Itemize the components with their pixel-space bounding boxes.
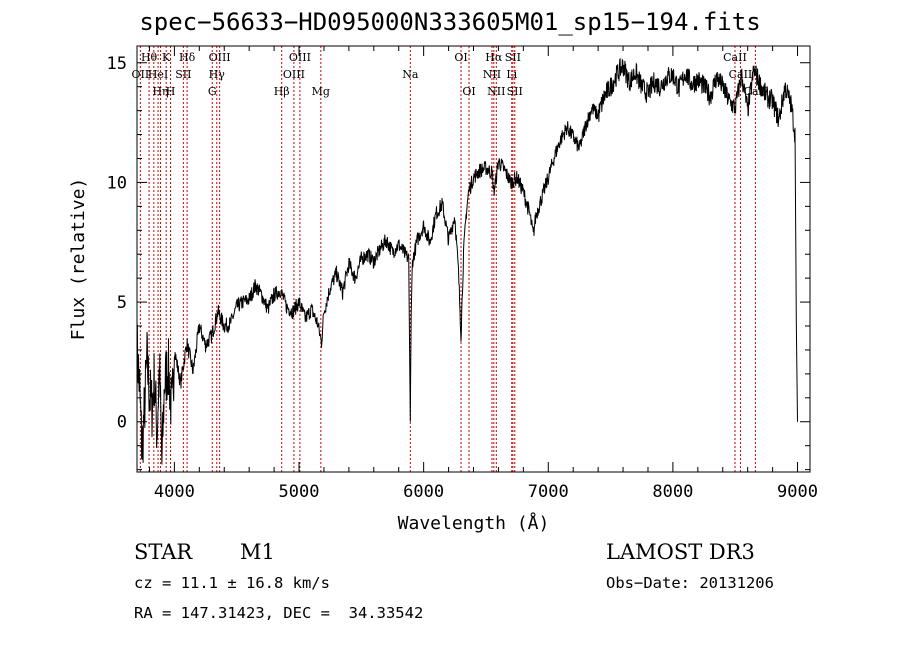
line-marker-label: CaII: [723, 51, 747, 64]
line-marker-label: K: [162, 51, 171, 64]
line-marker-label: OIII: [209, 51, 231, 64]
line-marker-label: NII: [483, 68, 501, 81]
object-class: STAR: [134, 540, 193, 564]
line-marker-label: OIII: [283, 68, 305, 81]
x-tick-label: 5000: [279, 482, 320, 502]
line-marker-label: Li: [506, 68, 517, 81]
line-marker-label: SII: [175, 68, 191, 81]
ra-dec: RA = 147.31423, DEC = 34.33542: [134, 604, 424, 622]
line-marker-label: Hθ: [141, 51, 158, 64]
x-tick-label: 8000: [652, 482, 693, 502]
line-marker-label: OII: [132, 68, 150, 81]
line-marker-label: Mg: [312, 85, 330, 98]
line-marker-label: NII: [487, 85, 505, 98]
line-marker-label: Hβ: [274, 85, 290, 98]
line-marker-label: Hδ: [179, 51, 196, 64]
line-marker-label: OI: [454, 51, 467, 64]
line-marker-label: HeI: [148, 68, 168, 81]
line-marker-label: Hη: [152, 85, 168, 98]
spectrum-line: [136, 57, 798, 465]
axis-ticks-layer: 4000 5000 6000 7000 8000 9000 0 5 10 15: [107, 46, 818, 502]
spectrum-series-layer: [136, 57, 798, 465]
observation-date: Obs−Date: 20131206: [606, 574, 774, 592]
line-marker-label: Hγ: [209, 68, 226, 81]
redshift-cz: cz = 11.1 ± 16.8 km/s: [134, 574, 330, 592]
survey-name: LAMOST DR3: [606, 540, 755, 564]
x-tick-label: 4000: [154, 482, 195, 502]
line-marker-label: CaII: [729, 68, 753, 81]
line-marker-label: H: [166, 85, 176, 98]
x-axis-label: Wavelength (Å): [398, 512, 550, 534]
line-marker-layer: [139, 46, 756, 472]
x-tick-label: 9000: [777, 482, 818, 502]
y-tick-label: 10: [107, 173, 127, 193]
y-tick-label: 0: [117, 413, 127, 433]
line-marker-label: SII: [505, 51, 521, 64]
plot-frame: [136, 45, 811, 473]
chart-title: spec−56633−HD095000N333605M01_sp15−194.f…: [139, 8, 761, 36]
line-marker-label: OI: [462, 85, 475, 98]
object-subclass: M1: [240, 540, 275, 564]
y-axis-label: Flux (relative): [68, 178, 89, 341]
y-tick-label: 15: [107, 54, 127, 74]
x-tick-label: 6000: [403, 482, 444, 502]
line-marker-label: Hα: [485, 51, 503, 64]
line-marker-label: Na: [402, 68, 419, 81]
line-marker-label: SII: [507, 85, 523, 98]
x-tick-label: 7000: [528, 482, 569, 502]
line-marker-label: G: [208, 85, 217, 98]
y-tick-label: 5: [117, 293, 127, 313]
line-marker-label: OIII: [289, 51, 311, 64]
